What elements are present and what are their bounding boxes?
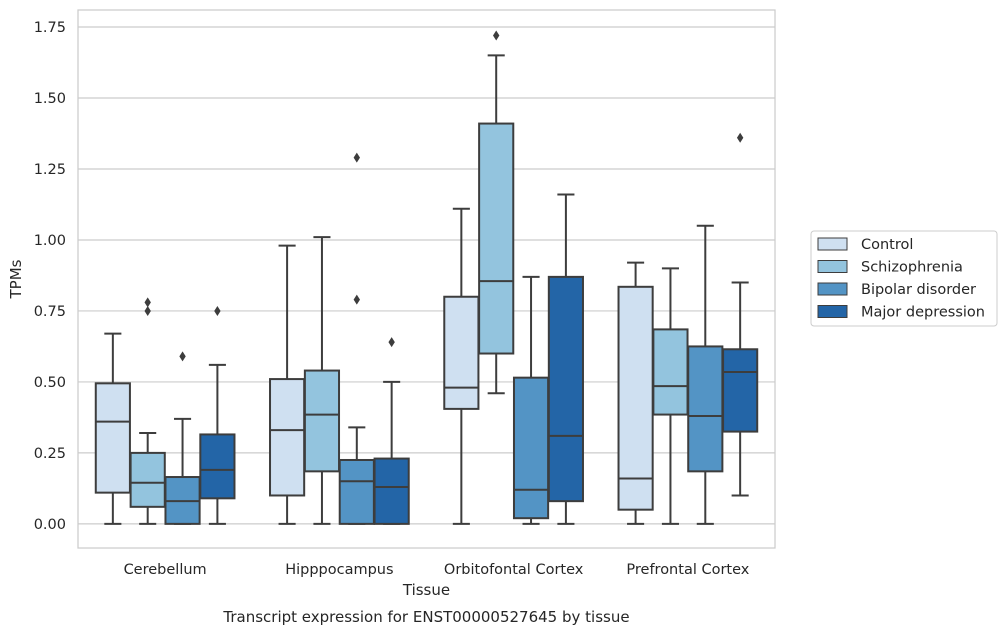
outlier-point [493,30,500,41]
y-tick-label: 1.75 [34,20,66,36]
box-1-1 [303,236,341,525]
y-tick-label: 0.75 [34,304,66,320]
box-iqr [478,122,515,355]
legend-label: Schizophrenia [861,260,963,276]
y-tick-label: 0.25 [34,446,66,462]
box-iqr [338,458,375,525]
box-3-3 [722,132,759,497]
x-tick-label: Orbitofontal Cortex [444,562,584,578]
legend-swatch [817,237,848,251]
outlier-point [388,337,395,348]
outlier-point [214,305,221,316]
y-tick-label: 1.25 [34,162,66,178]
plot-frame [77,9,776,549]
box-2-0 [443,207,480,525]
box-2-2 [512,275,550,525]
box-iqr [687,345,724,473]
y-tick-label: 0.50 [34,375,66,391]
outlier-point [353,294,360,305]
box-1-0 [269,244,306,525]
box-iqr [547,275,584,503]
y-axis-title: TPMs [7,259,25,299]
x-tick-label: Prefrontal Cortex [626,562,749,578]
y-tick-label: 1.50 [34,91,66,107]
box-series [94,30,759,525]
box-3-0 [617,261,654,525]
box-2-3 [547,193,584,525]
legend-swatch [817,260,848,273]
outlier-point [179,351,186,362]
box-iqr [373,457,410,525]
legend-swatch [817,305,848,318]
outlier-point [144,297,151,308]
chart-caption: Transcript expression for ENST0000052764… [222,608,629,626]
box-0-1 [129,297,166,525]
box-1-3 [373,337,410,525]
box-2-1 [478,30,515,395]
legend-label: Control [861,237,913,253]
outlier-point [144,305,151,316]
legend-label: Major depression [861,305,985,321]
x-axis-ticks: Cerebellum Hipppocampus Orbitofontal Corte… [124,562,750,578]
box-0-2 [164,351,201,525]
box-iqr [617,285,654,511]
box-iqr [199,433,236,500]
x-tick-label: Cerebellum [124,562,207,578]
x-tick-label: Hipppocampus [285,562,393,578]
box-iqr [722,348,759,433]
box-iqr [443,295,480,410]
box-0-0 [94,332,131,525]
box-iqr [94,382,131,494]
box-iqr [269,378,306,497]
box-0-3 [199,305,236,525]
box-1-2 [338,152,375,525]
y-axis-ticks: 0.00 0.25 0.50 0.75 1.00 1.25 1.50 1.75 [34,20,66,533]
box-iqr [652,328,689,416]
legend: Control Schizophrenia Bipolar disorder Majo… [810,230,998,327]
x-axis-title: Tissue [402,581,450,599]
box-iqr [512,376,550,520]
outlier-point [736,132,744,143]
y-tick-label: 1.00 [34,233,66,249]
y-tick-label: 0.00 [34,517,66,533]
legend-swatch [817,282,848,296]
outlier-point [353,152,360,163]
box-iqr [303,369,341,473]
legend-frame [810,230,998,327]
box-iqr [129,451,166,508]
legend-label: Bipolar disorder [861,282,976,298]
